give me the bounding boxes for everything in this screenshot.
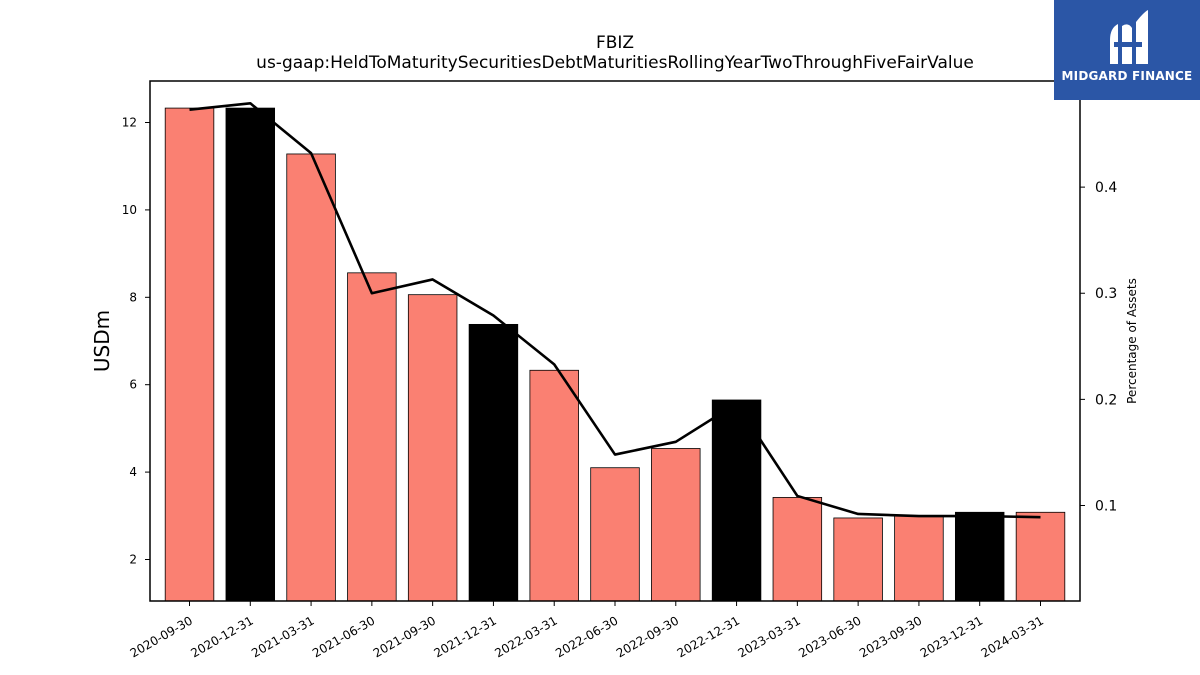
bar [954,511,1005,602]
y-tick-label: 8 [129,290,137,304]
y-tick-label: 6 [129,378,137,392]
x-tick-label: 2021-06-30 [310,613,377,660]
y-tick-label: 2 [129,552,137,566]
y-tick-label: 10 [122,203,137,217]
logo-icon [1110,10,1148,64]
x-tick-label: 2021-03-31 [249,613,316,660]
company-logo: MIDGARD FINANCE [1054,0,1200,100]
x-tick-label: 2020-09-30 [128,613,195,660]
x-tick-label: 2022-12-31 [675,613,742,660]
bar [772,497,823,602]
x-tick-label: 2022-06-30 [553,613,620,660]
bar [894,515,944,602]
bar [651,448,701,602]
bar [164,107,215,602]
y-tick-label: 12 [122,116,137,130]
chart-title: FBIZ [596,33,634,53]
percentage-line [189,101,1041,519]
x-tick-label: 2023-12-31 [918,613,985,660]
logo-text: MIDGARD FINANCE [1061,69,1193,83]
line-group [189,101,1041,519]
bar [833,517,883,602]
x-tick-label: 2023-03-31 [735,613,802,660]
x-tick-label: 2020-12-31 [188,613,255,660]
bar [1015,511,1066,602]
x-tick-label: 2022-09-30 [614,613,681,660]
bar-group [164,107,1066,602]
y2-tick-label: 0.1 [1095,498,1117,514]
bar [529,369,579,602]
x-tick-label: 2021-12-31 [432,613,499,660]
chart-subtitle: us-gaap:HeldToMaturitySecuritiesDebtMatu… [256,53,974,73]
x-tick-label: 2024-03-31 [979,613,1046,660]
y2-tick-label: 0.3 [1095,286,1117,302]
bar [225,107,276,602]
x-tick-label: 2023-06-30 [796,613,863,660]
y-axis-label: USDm [90,310,114,372]
y-tick-label: 4 [129,465,137,479]
bar [711,399,762,602]
y2-tick-label: 0.4 [1095,180,1117,196]
y2-tick-label: 0.2 [1095,392,1117,408]
bar [347,272,397,602]
bar [468,323,519,602]
bar [407,294,458,602]
x-tick-label: 2022-03-31 [492,613,559,660]
y2-axis-label: Percentage of Assets [1125,278,1139,404]
x-tick-label: 2021-09-30 [371,613,438,660]
bar [286,153,336,602]
x-tick-label: 2023-09-30 [857,613,924,660]
bar [590,467,640,602]
